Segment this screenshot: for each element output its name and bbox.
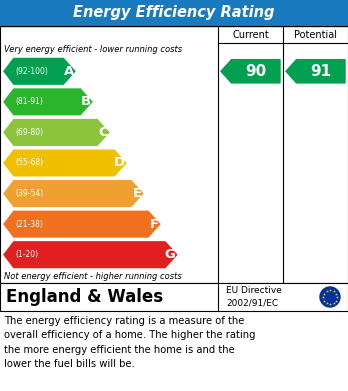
Polygon shape	[4, 242, 177, 267]
Polygon shape	[4, 211, 160, 237]
Text: EU Directive
2002/91/EC: EU Directive 2002/91/EC	[226, 286, 282, 308]
Text: (55-68): (55-68)	[16, 158, 44, 167]
Text: Current: Current	[232, 29, 269, 39]
Polygon shape	[286, 60, 345, 83]
Text: C: C	[98, 126, 108, 139]
Polygon shape	[4, 89, 92, 115]
Text: (92-100): (92-100)	[16, 67, 49, 76]
Text: F: F	[150, 218, 159, 231]
Bar	[0, 26, 348, 283]
Text: 91: 91	[310, 64, 331, 79]
Polygon shape	[4, 150, 126, 176]
Bar	[0, 283, 348, 311]
Text: B: B	[81, 95, 91, 108]
Text: D: D	[114, 156, 125, 170]
Polygon shape	[4, 120, 109, 145]
Text: E: E	[133, 187, 142, 200]
Bar	[0, 0, 348, 26]
Text: (1-20): (1-20)	[16, 250, 39, 259]
Text: (39-54): (39-54)	[16, 189, 44, 198]
Text: Energy Efficiency Rating: Energy Efficiency Rating	[73, 5, 275, 20]
Text: 90: 90	[245, 64, 266, 79]
Polygon shape	[4, 58, 75, 84]
Text: (81-91): (81-91)	[16, 97, 44, 106]
Text: Not energy efficient - higher running costs: Not energy efficient - higher running co…	[4, 272, 182, 281]
Polygon shape	[4, 181, 143, 206]
Text: (69-80): (69-80)	[16, 128, 44, 137]
Text: Potential: Potential	[294, 29, 337, 39]
Text: A: A	[64, 65, 74, 78]
Text: (21-38): (21-38)	[16, 220, 44, 229]
Text: Very energy efficient - lower running costs: Very energy efficient - lower running co…	[4, 45, 182, 54]
Text: England & Wales: England & Wales	[6, 288, 163, 306]
Text: The energy efficiency rating is a measure of the
overall efficiency of a home. T: The energy efficiency rating is a measur…	[4, 316, 255, 369]
Text: G: G	[165, 248, 176, 261]
Polygon shape	[221, 60, 280, 83]
Circle shape	[320, 287, 340, 307]
